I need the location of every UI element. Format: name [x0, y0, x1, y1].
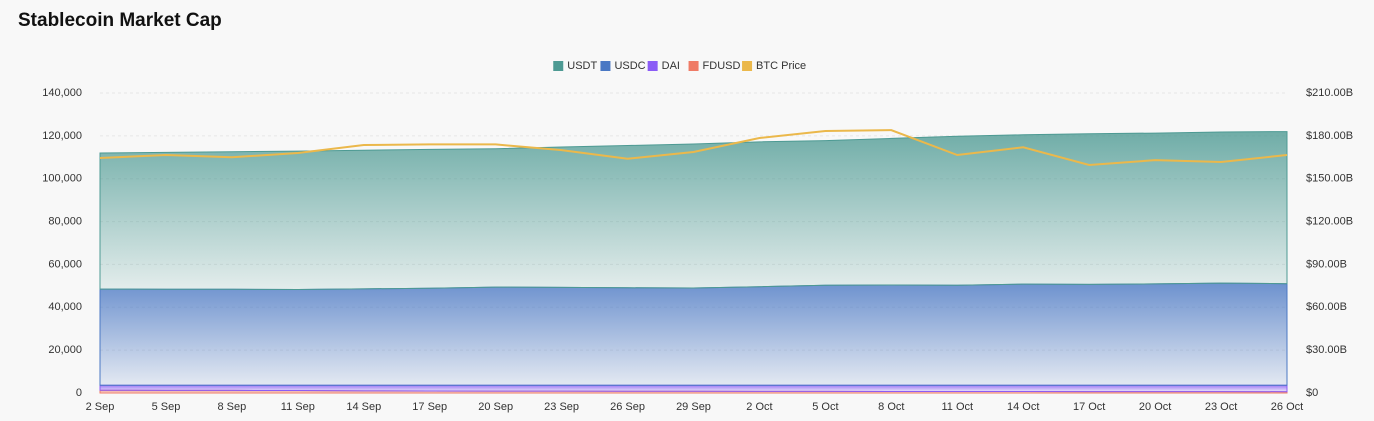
legend-label: BTC Price	[756, 60, 806, 72]
line	[99, 129, 1288, 167]
x-tick-label: 2 Oct	[746, 401, 772, 413]
legend-swatch	[553, 61, 564, 71]
legend-label: USDT	[567, 60, 597, 72]
legend-label: FDUSD	[703, 60, 741, 72]
y-tick-label: 120,000	[42, 130, 82, 142]
y2-tick-label: $210.00B	[1306, 87, 1353, 99]
y2-tick-label: $30.00B	[1306, 344, 1347, 356]
y-tick-label: 100,000	[42, 173, 82, 185]
x-tick-label: 20 Oct	[1139, 401, 1171, 413]
x-tick-label: 5 Sep	[152, 401, 181, 413]
legend-label: USDC	[614, 60, 645, 72]
x-tick-label: 26 Oct	[1271, 401, 1303, 413]
x-tick-label: 8 Sep	[218, 401, 247, 413]
x-tick-label: 23 Sep	[544, 401, 579, 413]
y-tick-label: 60,000	[48, 258, 82, 270]
y-tick-label: 20,000	[48, 344, 82, 356]
x-tick-label: 14 Sep	[346, 401, 381, 413]
x-tick-label: 17 Sep	[412, 401, 447, 413]
legend-swatch	[688, 61, 699, 71]
y2-tick-label: $120.00B	[1306, 215, 1353, 227]
x-tick-label: 17 Oct	[1073, 401, 1105, 413]
y2-tick-label: $150.00B	[1306, 173, 1353, 185]
x-tick-label: 5 Oct	[812, 401, 838, 413]
y2-tick-label: $90.00B	[1306, 258, 1347, 270]
x-tick-label: 11 Oct	[941, 401, 973, 413]
legend-swatch	[600, 61, 611, 71]
x-tick-label: 14 Oct	[1007, 401, 1039, 413]
chart-title: Stablecoin Market Cap	[18, 10, 222, 31]
area	[99, 384, 1288, 393]
legend-label: DAI	[662, 60, 680, 72]
y-tick-label: 40,000	[48, 301, 82, 313]
x-tick-label: 11 Sep	[281, 401, 315, 413]
x-tick-label: 2 Sep	[86, 401, 115, 413]
x-tick-label: 23 Oct	[1205, 401, 1237, 413]
y2-tick-label: $60.00B	[1306, 301, 1347, 313]
y-tick-label: 80,000	[48, 215, 82, 227]
x-tick-label: 8 Oct	[878, 401, 904, 413]
x-tick-label: 26 Sep	[610, 401, 645, 413]
y-tick-label: 140,000	[42, 87, 82, 99]
x-tick-label: 20 Sep	[478, 401, 513, 413]
area	[99, 282, 1288, 386]
y2-tick-label: $0	[1306, 387, 1318, 399]
legend-swatch	[742, 61, 753, 71]
x-tick-label: 29 Sep	[676, 401, 711, 413]
legend-swatch	[647, 61, 658, 71]
y-tick-label: 0	[76, 387, 82, 399]
y2-tick-label: $180.00B	[1306, 130, 1353, 142]
area	[99, 131, 1288, 291]
